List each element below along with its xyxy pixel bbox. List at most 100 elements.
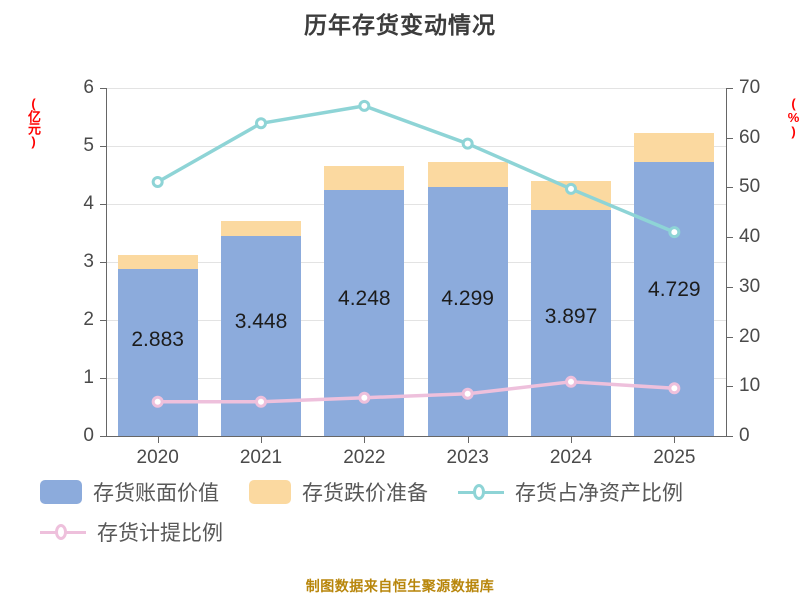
left-axis-tick-label: 3 (83, 251, 94, 272)
legend-item[interactable]: 存货计提比例 (40, 517, 223, 547)
bar-book-value (117, 268, 198, 436)
right-axis-tick (727, 336, 733, 338)
legend-label: 存货账面价值 (93, 482, 219, 505)
legend-label: 存货跌价准备 (302, 482, 428, 505)
legend-line-dot (55, 524, 67, 540)
right-axis-tick (727, 187, 733, 189)
gridline (106, 378, 726, 379)
gridline (106, 204, 726, 205)
x-axis-tick (157, 437, 159, 443)
legend-label: 存货占净资产比例 (515, 482, 683, 505)
legend-item[interactable]: 存货占净资产比例 (458, 477, 683, 507)
legend-line-dot (473, 484, 485, 500)
left-axis-tick-label: 5 (83, 135, 94, 156)
x-axis-line (106, 436, 727, 437)
plot-area (106, 88, 726, 436)
x-axis-tick-label: 2022 (343, 447, 386, 468)
bar-value-label: 4.729 (648, 278, 701, 301)
left-axis-tick (100, 262, 106, 263)
legend-label: 存货计提比例 (97, 522, 223, 545)
legend: 存货账面价值 存货跌价准备 存货占净资产比例 存货计提比例 (40, 472, 780, 552)
left-axis-tick-label: 6 (83, 77, 94, 98)
net-asset-ratio-line-marker (461, 137, 474, 150)
legend-line-marker-icon (458, 480, 504, 504)
bar-value-label: 4.299 (441, 287, 494, 310)
legend-row-secondary: 存货计提比例 (40, 512, 780, 552)
net-asset-ratio-line-marker (151, 175, 164, 188)
left-axis-tick (100, 436, 106, 437)
net-asset-ratio-line-path (155, 104, 677, 234)
bar-value-label: 4.248 (338, 287, 391, 310)
line-series-group (151, 99, 681, 408)
left-axis-tick (100, 378, 106, 379)
bar-provision (634, 132, 715, 162)
left-axis-unit-label: (亿元) (26, 96, 41, 148)
provision-ratio-line-marker (668, 382, 681, 395)
footer-source-note: 制图数据来自恒生聚源数据库 (305, 578, 495, 594)
right-axis-tick (727, 237, 733, 239)
net-asset-ratio-line-marker (358, 99, 371, 112)
right-axis-tick-label: 20 (739, 325, 761, 347)
gridline (106, 262, 726, 263)
bar-provision (427, 161, 508, 187)
legend-item[interactable]: 存货跌价准备 (249, 477, 428, 507)
legend-swatch (249, 480, 291, 504)
right-axis-tick-label: 0 (739, 425, 750, 446)
gridline (106, 146, 726, 147)
right-axis-tick-label: 60 (739, 126, 761, 148)
bar-value-label: 3.897 (544, 305, 598, 328)
right-axis-line (726, 88, 727, 437)
legend-line-marker-icon (40, 520, 86, 544)
bar-provision (324, 166, 405, 190)
bar-value-label: 3.448 (234, 310, 288, 333)
bar-value-label: 2.883 (131, 328, 184, 351)
x-axis-tick (467, 437, 469, 443)
provision-ratio-line-path (155, 380, 677, 404)
gridline (106, 88, 726, 89)
right-axis-tick (727, 137, 733, 139)
x-axis-tick (261, 437, 262, 443)
gridline (106, 320, 726, 321)
bar-provision (117, 255, 198, 269)
right-axis-tick-label: 10 (739, 375, 761, 397)
x-axis-tick-label: 2020 (136, 447, 179, 468)
right-axis-tick-label: 50 (739, 176, 761, 198)
legend-row-primary: 存货账面价值 存货跌价准备 存货占净资产比例 (40, 472, 780, 512)
net-asset-ratio-line-marker (565, 182, 577, 195)
provision-ratio-line-marker (358, 391, 371, 404)
bar-provision (221, 220, 301, 236)
x-axis-tick (571, 437, 572, 443)
bar-book-value (531, 209, 611, 436)
right-axis-tick-label: 70 (739, 77, 761, 98)
left-axis-tick (100, 88, 106, 89)
left-axis-tick-label: 2 (83, 309, 94, 330)
left-axis-tick (100, 320, 106, 321)
left-axis-tick-label: 4 (83, 193, 94, 214)
x-axis-tick (674, 437, 676, 443)
left-axis-tick-label: 0 (83, 425, 94, 446)
left-axis-tick (100, 204, 106, 205)
x-axis-tick-label: 2021 (239, 447, 283, 468)
provision-ratio-line-marker (565, 375, 577, 388)
right-axis-tick (727, 436, 733, 437)
x-axis-tick-label: 2023 (446, 447, 489, 468)
right-axis-tick (727, 88, 733, 89)
left-axis-line (106, 88, 107, 437)
left-axis-tick (100, 146, 106, 147)
x-axis-tick-label: 2025 (653, 447, 696, 468)
x-axis-tick (364, 437, 366, 443)
legend-swatch (40, 480, 82, 504)
right-axis-tick-label: 40 (739, 226, 761, 248)
right-axis-unit-label: (%) (786, 96, 800, 138)
left-axis-tick-label: 1 (83, 367, 94, 388)
right-axis-tick (727, 386, 733, 388)
provision-ratio-line-marker (461, 387, 474, 400)
right-axis-tick (727, 286, 733, 288)
x-axis-tick-label: 2024 (549, 447, 593, 468)
net-asset-ratio-line-marker (255, 117, 267, 130)
legend-item[interactable]: 存货账面价值 (40, 477, 219, 507)
right-axis-tick-label: 30 (739, 275, 761, 297)
page-title: 历年存货变动情况 (304, 12, 496, 38)
provision-ratio-line-marker (151, 395, 164, 408)
